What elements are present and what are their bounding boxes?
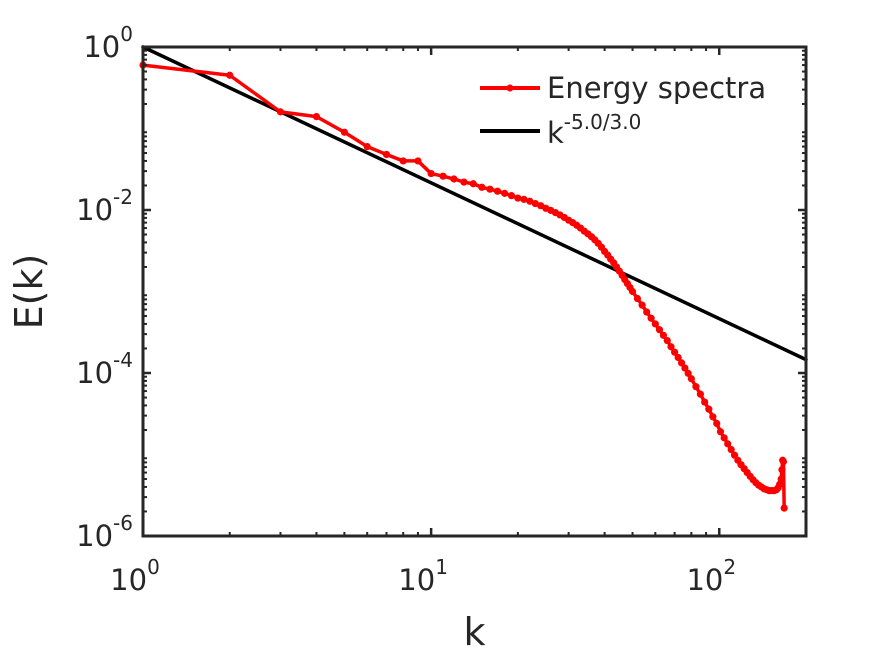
legend-marker-energy-spectra	[506, 84, 514, 92]
legend-label-energy-spectra: Energy spectra	[547, 71, 766, 105]
y-tick-label-exponent: -2	[113, 185, 133, 209]
data-point-energy-spectra	[226, 71, 234, 79]
data-point-energy-spectra	[705, 405, 713, 413]
data-point-energy-spectra	[363, 142, 371, 151]
data-point-energy-spectra	[778, 466, 786, 474]
axes-box	[141, 45, 808, 538]
x-tick-label-exponent: 2	[723, 555, 736, 579]
x-tick-label: 100	[110, 555, 160, 597]
data-point-energy-spectra	[720, 434, 728, 442]
x-tick-label-base: 10	[110, 563, 147, 597]
data-point-energy-spectra	[276, 108, 285, 116]
legend-label-power-law-base: k	[547, 116, 564, 150]
data-point-energy-spectra	[674, 353, 682, 362]
data-point-energy-spectra	[382, 150, 391, 159]
data-point-energy-spectra	[427, 169, 435, 178]
data-point-energy-spectra	[659, 331, 668, 339]
data-point-energy-spectra	[655, 326, 664, 334]
y-axis-label: E(k)	[7, 254, 51, 330]
x-tick-label-exponent: 0	[147, 555, 160, 579]
data-point-energy-spectra	[414, 157, 422, 165]
data-point-energy-spectra	[709, 413, 717, 421]
data-point-energy-spectra	[780, 504, 788, 512]
x-tick-label-exponent: 1	[435, 555, 448, 579]
data-point-energy-spectra	[701, 398, 709, 406]
data-point-energy-spectra	[633, 294, 642, 303]
data-point-energy-spectra	[340, 128, 348, 136]
data-point-energy-spectra	[692, 383, 700, 391]
data-point-energy-spectra	[628, 287, 637, 296]
data-point-energy-spectra	[651, 320, 659, 328]
data-point-energy-spectra	[681, 364, 689, 372]
data-point-energy-spectra	[667, 343, 675, 351]
y-tick-label: 100	[83, 22, 133, 64]
data-point-energy-spectra	[779, 457, 788, 466]
data-point-energy-spectra	[647, 314, 655, 322]
y-tick-label-exponent: 0	[120, 22, 133, 46]
data-point-energy-spectra	[684, 369, 692, 377]
data-point-energy-spectra	[520, 195, 528, 203]
data-point-energy-spectra	[469, 180, 477, 188]
data-point-energy-spectra	[514, 194, 522, 202]
data-point-energy-spectra	[486, 185, 494, 193]
y-tick-label-base: 10	[76, 193, 113, 227]
data-point-energy-spectra	[677, 359, 686, 367]
data-point-energy-spectra	[507, 192, 516, 200]
y-tick-label-base: 10	[76, 356, 113, 390]
x-tick-label-base: 10	[398, 563, 435, 597]
data-point-energy-spectra	[777, 475, 785, 483]
y-tick-label-exponent: -6	[113, 511, 133, 535]
data-point-energy-spectra	[501, 189, 509, 197]
data-point-energy-spectra	[716, 428, 725, 436]
y-tick-label: 10-6	[76, 511, 133, 553]
data-point-energy-spectra	[312, 112, 321, 121]
series-line-power-law	[141, 45, 808, 362]
data-point-energy-spectra	[478, 183, 486, 191]
legend: Energy spectra k-5.0/3.0	[470, 64, 792, 156]
x-tick-label-base: 10	[686, 563, 723, 597]
y-tick-label-base: 10	[76, 519, 113, 553]
y-tick-label-base: 10	[83, 30, 120, 64]
data-point-energy-spectra	[727, 445, 735, 454]
data-point-energy-spectra	[399, 157, 407, 165]
series-layer	[139, 45, 808, 512]
data-point-energy-spectra	[696, 390, 704, 398]
legend-label-power-law-exponent: -5.0/3.0	[564, 110, 642, 134]
x-tick-label: 102	[686, 555, 736, 597]
x-tick-label: 101	[398, 555, 448, 597]
data-point-energy-spectra	[663, 336, 671, 345]
y-tick-label: 10-4	[76, 348, 133, 390]
axes-layer	[141, 45, 808, 538]
data-point-energy-spectra	[671, 348, 679, 356]
data-point-energy-spectra	[724, 440, 732, 448]
y-tick-label-exponent: -4	[113, 348, 133, 372]
data-point-energy-spectra	[643, 308, 651, 316]
legend-box	[470, 64, 792, 156]
x-axis-label: k	[463, 610, 485, 654]
data-point-energy-spectra	[439, 172, 447, 180]
data-point-energy-spectra	[450, 175, 458, 183]
y-tick-label: 10-2	[76, 185, 133, 227]
data-point-energy-spectra	[687, 375, 695, 383]
data-point-energy-spectra	[638, 301, 646, 309]
legend-label-power-law: k-5.0/3.0	[547, 110, 641, 150]
data-point-energy-spectra	[493, 187, 502, 195]
data-point-energy-spectra	[460, 178, 468, 186]
data-point-energy-spectra	[713, 419, 721, 428]
data-point-energy-spectra	[526, 197, 534, 205]
